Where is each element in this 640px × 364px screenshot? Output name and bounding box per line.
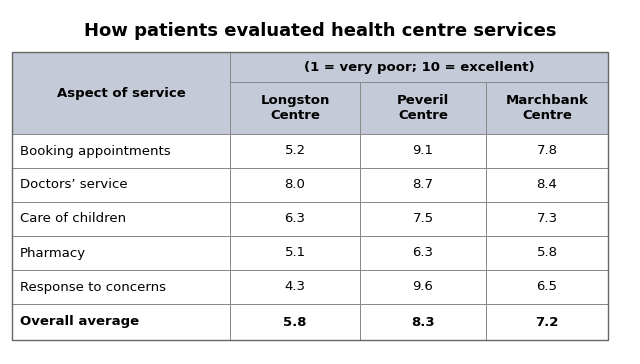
Bar [12, 270, 230, 304]
Text: Marchbank
Centre: Marchbank Centre [506, 94, 588, 122]
Text: 8.4: 8.4 [536, 178, 557, 191]
Text: 7.2: 7.2 [535, 316, 559, 328]
Text: 6.3: 6.3 [413, 246, 433, 260]
Text: 9.6: 9.6 [413, 281, 433, 293]
Bar [230, 236, 360, 270]
Text: Overall average: Overall average [20, 316, 139, 328]
Bar [486, 202, 608, 236]
Bar [360, 82, 486, 134]
Bar [12, 236, 230, 270]
Bar [230, 202, 360, 236]
Text: 5.2: 5.2 [284, 145, 305, 158]
Text: Care of children: Care of children [20, 213, 126, 226]
Bar [230, 270, 360, 304]
Bar [486, 82, 608, 134]
Text: Peveril
Centre: Peveril Centre [397, 94, 449, 122]
Bar [230, 52, 608, 82]
Text: 7.8: 7.8 [536, 145, 557, 158]
Text: Doctors’ service: Doctors’ service [20, 178, 127, 191]
Bar [486, 270, 608, 304]
Text: 5.1: 5.1 [284, 246, 305, 260]
Bar [360, 168, 486, 202]
Text: 5.8: 5.8 [284, 316, 307, 328]
Text: 8.0: 8.0 [285, 178, 305, 191]
Bar [360, 304, 486, 340]
Bar [230, 82, 360, 134]
Bar [360, 202, 486, 236]
Text: Response to concerns: Response to concerns [20, 281, 166, 293]
Bar [12, 168, 230, 202]
Text: 4.3: 4.3 [285, 281, 305, 293]
Text: Booking appointments: Booking appointments [20, 145, 171, 158]
Text: Pharmacy: Pharmacy [20, 246, 86, 260]
Bar [12, 202, 230, 236]
Text: 8.7: 8.7 [413, 178, 433, 191]
Text: 6.5: 6.5 [536, 281, 557, 293]
Bar [230, 304, 360, 340]
Text: Longston
Centre: Longston Centre [260, 94, 330, 122]
Bar [230, 134, 360, 168]
Text: 7.5: 7.5 [412, 213, 433, 226]
Text: 7.3: 7.3 [536, 213, 557, 226]
Bar [486, 134, 608, 168]
Bar [360, 134, 486, 168]
Bar [486, 304, 608, 340]
Text: (1 = very poor; 10 = excellent): (1 = very poor; 10 = excellent) [304, 60, 534, 74]
Bar [12, 304, 230, 340]
Bar [486, 168, 608, 202]
Bar [486, 236, 608, 270]
Text: 6.3: 6.3 [285, 213, 305, 226]
Bar [12, 52, 230, 134]
Bar [230, 168, 360, 202]
Text: 8.3: 8.3 [411, 316, 435, 328]
Bar [12, 134, 230, 168]
Bar [360, 270, 486, 304]
Bar [12, 52, 608, 340]
Text: Aspect of service: Aspect of service [56, 87, 186, 99]
Bar [360, 236, 486, 270]
Text: 5.8: 5.8 [536, 246, 557, 260]
Text: 9.1: 9.1 [413, 145, 433, 158]
Text: How patients evaluated health centre services: How patients evaluated health centre ser… [84, 22, 556, 40]
